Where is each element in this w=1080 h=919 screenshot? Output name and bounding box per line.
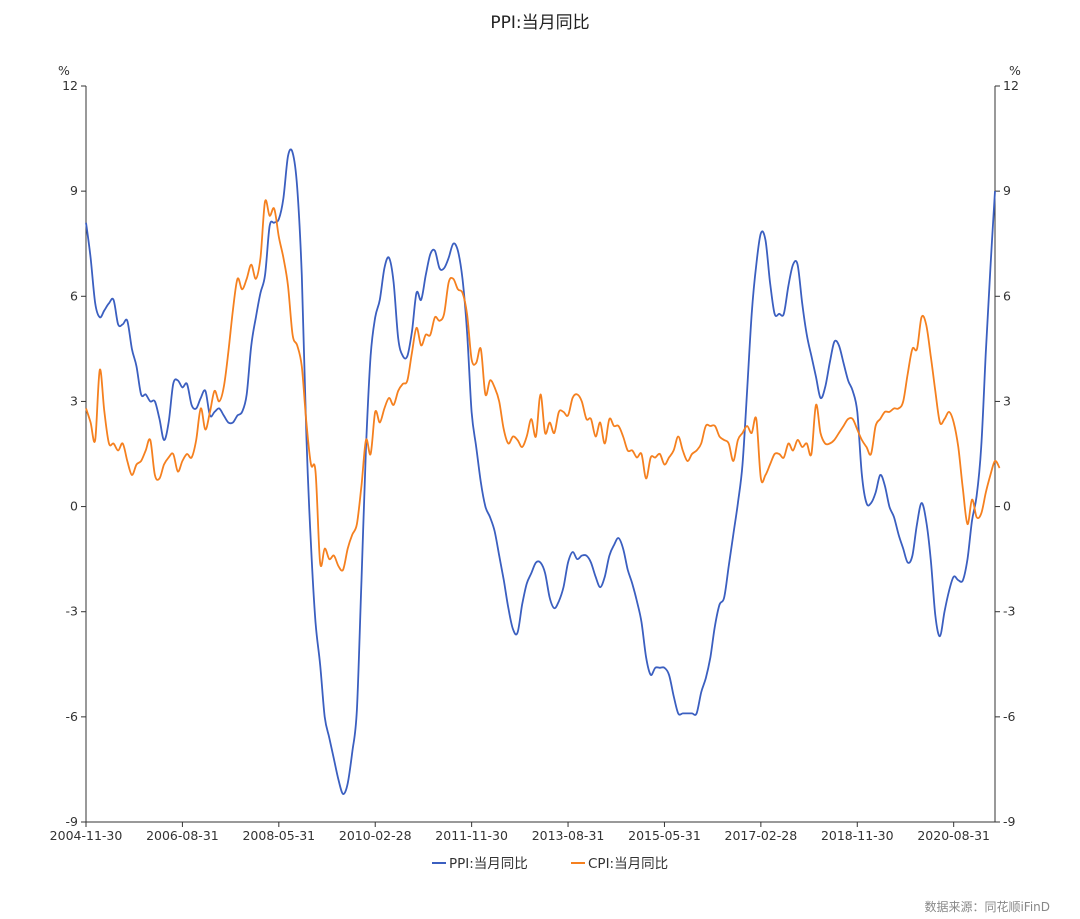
right-y-tick-label: -3 bbox=[1003, 604, 1015, 619]
right-y-tick-label: 9 bbox=[1003, 183, 1011, 198]
left-y-tick-label: 3 bbox=[70, 393, 78, 408]
source-note: 数据来源：同花顺iFinD bbox=[924, 899, 1050, 914]
x-tick-label: 2013-08-31 bbox=[532, 828, 605, 843]
left-y-tick-label: -9 bbox=[66, 814, 79, 829]
right-y-tick-label: 3 bbox=[1003, 393, 1011, 408]
x-tick-label: 2011-11-30 bbox=[435, 828, 508, 843]
right-y-tick-label: -6 bbox=[1003, 709, 1016, 724]
legend-label: PPI:当月同比 bbox=[449, 856, 528, 872]
left-y-tick-label: -3 bbox=[66, 604, 78, 619]
x-tick-label: 2004-11-30 bbox=[50, 828, 123, 843]
left-y-tick-label: 6 bbox=[70, 288, 78, 303]
right-y-tick-label: 6 bbox=[1003, 288, 1011, 303]
legend-item-cpi[interactable]: CPI:当月同比 bbox=[571, 856, 668, 872]
legend[interactable]: PPI:当月同比 CPI:当月同比 bbox=[432, 856, 668, 872]
left-y-tick-label: -6 bbox=[66, 709, 79, 724]
ppi-series-line bbox=[85, 148, 996, 795]
series-layer bbox=[85, 148, 1001, 795]
legend-item-ppi[interactable]: PPI:当月同比 bbox=[432, 856, 528, 872]
right-y-tick-label: -9 bbox=[1003, 814, 1016, 829]
right-y-tick-label: 12 bbox=[1003, 78, 1019, 93]
x-tick-label: 2020-08-31 bbox=[917, 828, 990, 843]
x-tick-label: 2017-02-28 bbox=[725, 828, 798, 843]
left-axis-unit: % bbox=[58, 63, 70, 78]
x-tick-label: 2018-11-30 bbox=[821, 828, 894, 843]
x-tick-label: 2010-02-28 bbox=[339, 828, 412, 843]
x-tick-label: 2015-05-31 bbox=[628, 828, 701, 843]
x-tick-label: 2008-05-31 bbox=[242, 828, 315, 843]
right-axis-unit: % bbox=[1009, 63, 1021, 78]
x-tick-label: 2006-08-31 bbox=[146, 828, 219, 843]
left-y-tick-label: 12 bbox=[62, 78, 78, 93]
right-y-tick-label: 0 bbox=[1003, 499, 1011, 514]
legend-label: CPI:当月同比 bbox=[588, 856, 668, 872]
cpi-series-line bbox=[85, 199, 1001, 572]
chart-title: PPI:当月同比 bbox=[490, 13, 589, 33]
left-y-tick-label: 9 bbox=[70, 183, 78, 198]
left-y-tick-label: 0 bbox=[70, 499, 78, 514]
